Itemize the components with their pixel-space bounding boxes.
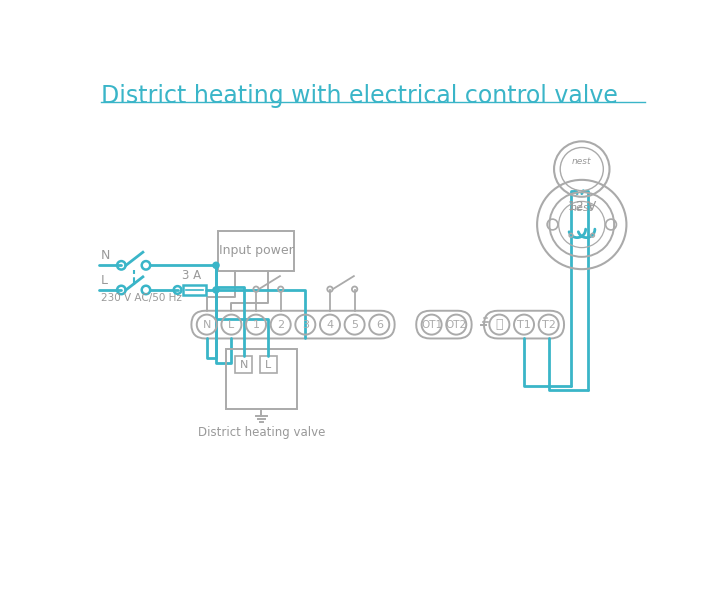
Text: 5: 5: [351, 320, 358, 330]
Text: T1: T1: [517, 320, 531, 330]
Text: L: L: [265, 359, 272, 369]
Text: L: L: [229, 320, 234, 330]
Text: OT1: OT1: [421, 320, 442, 330]
Text: District heating with electrical control valve: District heating with electrical control…: [101, 84, 618, 108]
Text: N: N: [100, 249, 110, 262]
Text: T2: T2: [542, 320, 555, 330]
Text: nest: nest: [572, 157, 592, 166]
Circle shape: [213, 262, 219, 268]
Text: 12 V: 12 V: [568, 200, 596, 213]
Text: ⏚: ⏚: [496, 318, 503, 331]
Text: nest: nest: [570, 203, 594, 213]
Text: N: N: [240, 359, 248, 369]
Text: Input power: Input power: [218, 244, 293, 257]
Text: 230 V AC/50 Hz: 230 V AC/50 Hz: [100, 293, 181, 303]
Text: L: L: [100, 274, 108, 287]
Text: 2: 2: [277, 320, 284, 330]
Text: District heating valve: District heating valve: [198, 426, 325, 439]
Text: OT2: OT2: [446, 320, 467, 330]
Text: 6: 6: [376, 320, 383, 330]
Circle shape: [213, 287, 219, 293]
Text: 4: 4: [326, 320, 333, 330]
Text: 1: 1: [253, 320, 260, 330]
Text: 3 A: 3 A: [182, 269, 201, 282]
Text: 3: 3: [302, 320, 309, 330]
Text: N: N: [202, 320, 211, 330]
